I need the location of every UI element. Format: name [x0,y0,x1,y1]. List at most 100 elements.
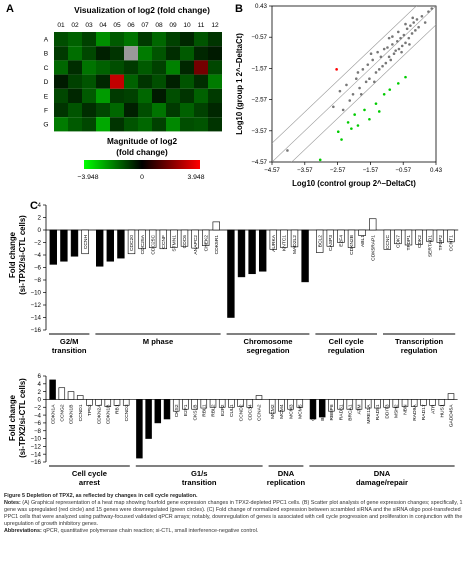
heatmap-cell [124,88,138,103]
scatter-point-unchanged [404,22,407,26]
bar [76,395,84,400]
heatmap-cell [194,74,208,89]
bar-category-label: CDKN1B [106,404,112,424]
scatter-point-unchanged [400,50,403,54]
bar [154,399,162,424]
heatmap-cell [82,117,96,132]
scatter-point-unchanged [368,77,371,80]
bar-category-label: ATR [430,404,436,414]
bar-category-label: STMN1 [172,235,178,252]
scatter-point-unchanged [389,58,393,62]
heatmap-cell [96,88,110,103]
scatter-point-unchanged [411,16,415,20]
bar [49,229,57,265]
bar-category-label: ANAPC2 [193,235,199,255]
bar-category-label: CUL1 [229,404,235,417]
bar [138,229,146,250]
scatter-plot-frame [271,5,437,163]
bar [383,399,390,408]
scatter-point-unchanged [351,92,355,96]
caption-abbreviations-label: Abbreviations: [4,528,42,535]
bar-y-tick-label: −4 [34,412,42,419]
group-label: transition [182,478,217,487]
scatter-point-unchanged [427,10,430,13]
bar [316,229,324,253]
bar-category-label: GADD45A [449,404,455,428]
bar-y-tick-label: −16 [31,459,42,466]
heatmap-cell [124,32,138,47]
bar [202,229,210,246]
legend-title-line-1: Magnitude of log2 [107,137,177,146]
bar-y-tick-label: 2 [38,215,42,222]
bar-category-label: CCNF [161,235,167,249]
bar-category-label: CCND2 [238,404,244,421]
bar [269,229,277,250]
bar-y-tick-label: −6 [34,420,42,427]
heatmap-cell [180,32,194,47]
scatter-point-downregulated [363,108,366,112]
heatmap-cell [166,32,180,47]
bar-category-label: RAD51 [338,404,344,420]
bar-category-label: WEE1 [72,235,78,249]
bar [228,399,235,408]
heatmap-column-label: 02 [71,22,79,29]
heatmap-cell [54,103,68,118]
scatter-point-unchanged [415,18,419,21]
scatter-point-unchanged [405,27,409,31]
bar-category-label: SERTAD1 [427,235,433,257]
bar [209,399,217,408]
bar-category-label: CCNA2 [257,404,263,421]
panel-b-letter: B [235,3,243,15]
scatter-x-tick-label: −0.57 [395,167,411,174]
bar-category-label: RAD9A [412,404,418,421]
heatmap-cell [138,103,152,118]
scatter-point-unchanged [345,83,348,87]
bar-category-label: MCM5 [298,404,304,419]
heatmap-cell [68,103,82,118]
bar [172,399,180,412]
bar-category-label: CCND3 [124,404,130,421]
scatter-point-unchanged [356,71,360,74]
bar-category-label: CCNB1 [108,235,114,252]
scatter-point-unchanged [402,33,406,37]
heatmap-column-label: 10 [183,22,191,29]
heatmap-column-label: 08 [155,22,163,29]
scatter-point-unchanged [338,89,342,93]
heatmap-cell [68,32,82,47]
heatmap-cell [194,46,208,61]
heatmap-cell [152,74,166,89]
scatter-point-downregulated [353,113,356,116]
scatter-y-axis-label: Log10 (group 1 2^–DeltaCt) [235,33,244,135]
upper-threshold-line [272,6,417,144]
heatmap-cell [82,32,96,47]
heatmap-cell [96,74,110,89]
bar-y-tick-label: −12 [31,302,42,309]
heatmap-cell [96,46,110,61]
bar-category-label: CCNH [83,235,89,250]
bar [149,229,157,248]
scatter-point-unchanged [404,41,407,45]
bar [318,399,326,418]
bar-y-tick-label: −14 [31,451,42,458]
scatter-point-downregulated [340,138,343,141]
bar [347,229,356,248]
bar [182,399,189,410]
scatter-point-unchanged [420,14,424,18]
bar [337,229,345,243]
heatmap-cell [138,32,152,47]
group-label: regulation [328,346,365,355]
group-label: segregation [246,346,289,355]
heatmap-cell [124,60,138,75]
bar [374,399,381,409]
bar-category-label: RBBP8 [329,404,335,420]
bar [218,399,226,408]
scatter-point-downregulated [382,92,386,96]
bar-y-tick-label: −10 [31,436,42,443]
bar [96,229,104,267]
scatter-point-unchanged [414,29,417,32]
caption-title: Figure 5 Depletion of TPX2, as reflected… [4,493,198,499]
bar-category-label: KNTC1 [282,235,288,251]
group-label: Cell cycle [329,337,364,346]
bar [438,399,446,406]
scatter-point-unchanged [395,39,399,43]
